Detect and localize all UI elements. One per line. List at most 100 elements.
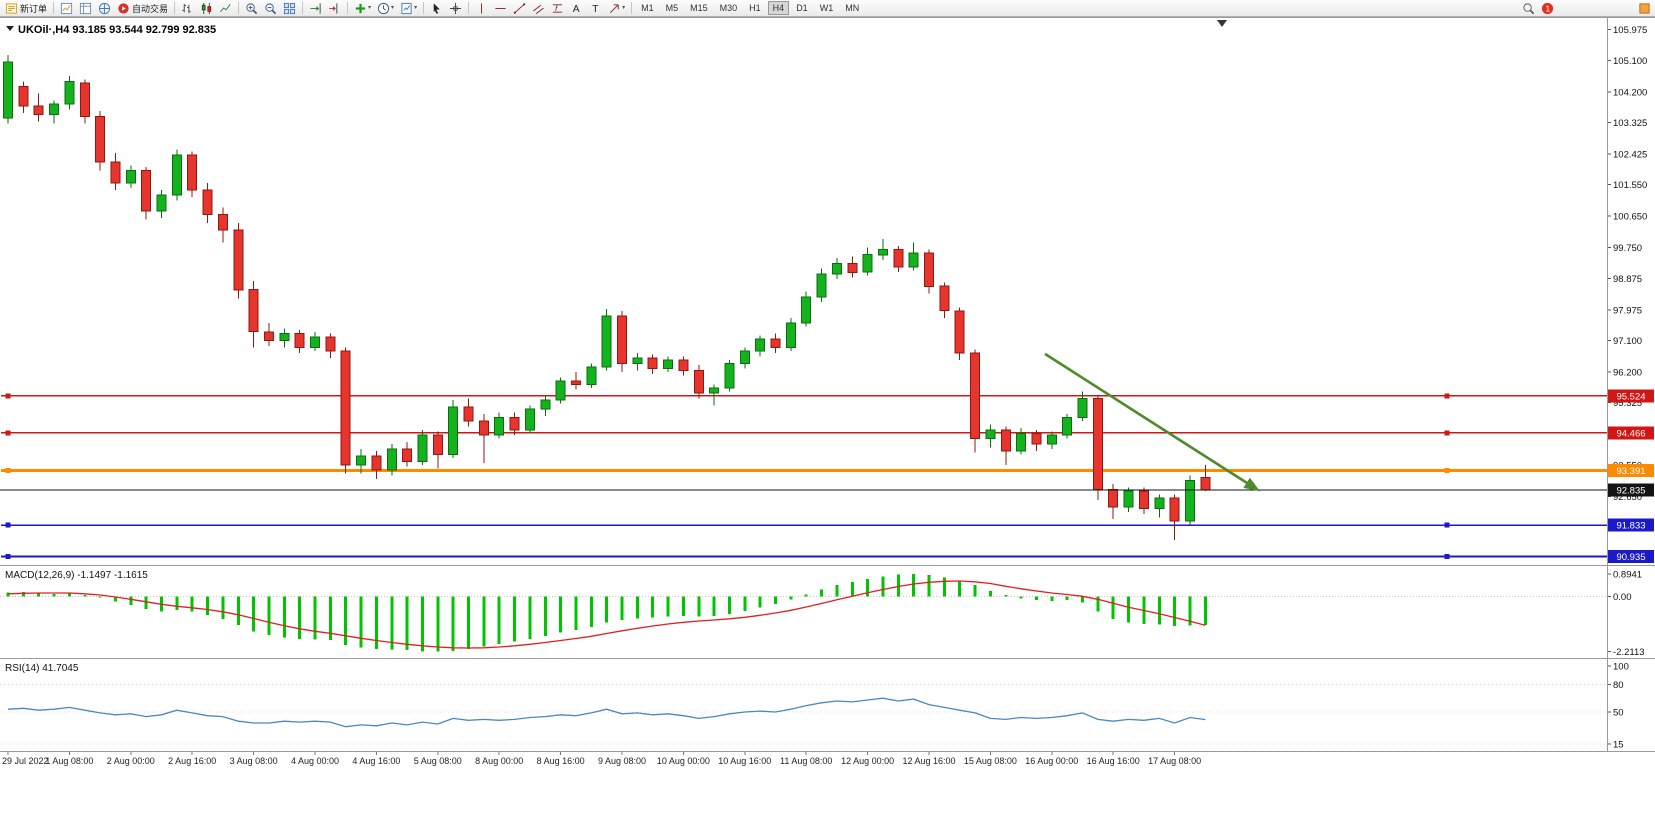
dropdown-caret-icon[interactable]: ▾ xyxy=(391,5,395,11)
trendline-icon xyxy=(513,2,526,15)
bear-candle xyxy=(924,252,934,287)
line-handle[interactable] xyxy=(5,554,11,559)
symbol-collapse-icon[interactable] xyxy=(6,26,14,31)
horizontal-line-button[interactable] xyxy=(491,1,510,16)
timeframe-m5-button[interactable]: M5 xyxy=(665,3,679,13)
time-axis-label: 29 Jul 2022 xyxy=(2,756,49,766)
cursor-button[interactable] xyxy=(427,1,446,16)
toolbar-separator xyxy=(631,2,633,14)
bar-chart-button[interactable] xyxy=(178,1,197,16)
bear-candle xyxy=(141,170,152,212)
templates-button[interactable]: ▾ xyxy=(397,1,420,16)
shapes-button[interactable]: ▾ xyxy=(605,1,628,16)
bull-candle xyxy=(386,448,397,471)
bear-candle xyxy=(954,310,965,354)
indicators-button[interactable]: ▾ xyxy=(351,1,374,16)
bull-candle xyxy=(862,254,873,273)
timeframe-m15-button[interactable]: M15 xyxy=(690,3,708,13)
macd-axis-label: -2.2113 xyxy=(1613,647,1645,658)
timeframe-d1-button[interactable]: D1 xyxy=(796,3,808,13)
vertical-line-button[interactable] xyxy=(472,1,491,16)
bull-candle xyxy=(816,273,827,298)
timeframe-h4-button[interactable]: H4 xyxy=(767,1,790,15)
bull-candle xyxy=(586,366,597,385)
line-handle[interactable] xyxy=(5,468,11,473)
time-axis-label: 3 Aug 08:00 xyxy=(230,756,278,766)
data-window-button[interactable] xyxy=(76,1,95,16)
market-watch-button[interactable] xyxy=(57,1,76,16)
price-axis-label: 100.650 xyxy=(1613,212,1647,223)
time-axis-label: 12 Aug 00:00 xyxy=(841,756,894,766)
auto-scroll-icon xyxy=(309,2,322,15)
trendline-button[interactable] xyxy=(510,1,529,16)
line-handle[interactable] xyxy=(5,393,11,399)
fibonacci-icon: f xyxy=(551,2,564,15)
text-button[interactable]: A xyxy=(567,1,586,16)
chart-shift-button[interactable] xyxy=(325,1,344,16)
new-order-button-label: 新订单 xyxy=(20,3,48,14)
price-axis[interactable] xyxy=(1608,18,1655,751)
price-label-box xyxy=(1608,464,1654,477)
auto-scroll-button[interactable] xyxy=(306,1,325,16)
line-handle[interactable] xyxy=(1444,554,1450,559)
navigator-button[interactable] xyxy=(95,1,114,16)
timeframe-h1-button[interactable]: H1 xyxy=(749,3,761,13)
fibonacci-button[interactable]: f xyxy=(548,1,567,16)
zoom-in-button[interactable] xyxy=(242,1,261,16)
bear-candle xyxy=(847,263,858,273)
line-handle[interactable] xyxy=(5,430,11,436)
price-label-box xyxy=(1608,550,1654,563)
candlestick-chart-button[interactable] xyxy=(197,1,216,16)
bear-candle xyxy=(187,154,198,191)
line-handle[interactable] xyxy=(5,522,11,528)
timeframe-m1-button[interactable]: M1 xyxy=(641,3,654,13)
bull-candle xyxy=(985,429,996,440)
line-handle[interactable] xyxy=(1444,430,1450,436)
timeframe-w1-button[interactable]: W1 xyxy=(819,3,834,13)
macd-panel: 0.8941 0.00 -2.2113 MACD(12,26,9) -1.1497 -… xyxy=(0,565,1655,658)
tile-windows-button[interactable] xyxy=(280,1,299,16)
price-axis-label: 97.100 xyxy=(1613,336,1642,347)
new-order-button[interactable]: 新订单 xyxy=(2,1,50,16)
bear-candle xyxy=(1200,477,1211,491)
label-button[interactable]: T xyxy=(586,1,605,16)
search-button[interactable] xyxy=(1519,1,1538,16)
rsi-line xyxy=(7,697,1206,728)
dropdown-caret-icon[interactable]: ▾ xyxy=(368,5,372,11)
line-chart-button[interactable] xyxy=(216,1,235,16)
time-axis-label: 12 Aug 16:00 xyxy=(902,756,955,766)
toolbar-separator xyxy=(174,2,176,14)
channel-button[interactable] xyxy=(529,1,548,16)
dropdown-caret-icon[interactable]: ▾ xyxy=(414,5,418,11)
bear-candle xyxy=(33,105,44,116)
market-watch-icon xyxy=(60,2,73,15)
line-handle[interactable] xyxy=(1444,393,1450,399)
bear-candle xyxy=(693,369,704,394)
notification-badge[interactable]: 1 xyxy=(1538,1,1557,16)
bull-candle xyxy=(663,359,673,370)
time-axis-label: 4 Aug 00:00 xyxy=(291,756,339,766)
auto-trading-button[interactable]: 自动交易 xyxy=(114,1,171,16)
panels-button[interactable] xyxy=(1635,1,1654,16)
chart-shift-marker-icon[interactable] xyxy=(1217,20,1227,27)
shapes-icon xyxy=(608,2,621,15)
chart-background[interactable] xyxy=(0,17,1655,816)
trend-arrow[interactable] xyxy=(1044,352,1261,492)
line-chart-icon xyxy=(219,2,232,15)
zoom-out-button[interactable] xyxy=(261,1,280,16)
timeframe-mn-button[interactable]: MN xyxy=(845,3,860,13)
rsi-panel: 100 80 50 15 RSI(14) 41.7045 xyxy=(0,658,1655,751)
line-handle[interactable] xyxy=(1444,468,1450,473)
periods-button[interactable]: ▾ xyxy=(374,1,397,16)
price-label-box xyxy=(1608,389,1654,403)
timeframe-m30-button[interactable]: M30 xyxy=(719,3,738,13)
dropdown-caret-icon[interactable]: ▾ xyxy=(622,5,626,11)
price-label-box xyxy=(1608,426,1654,440)
bull-candle xyxy=(709,387,720,394)
zoom-out-icon xyxy=(264,2,277,15)
line-handle[interactable] xyxy=(1444,522,1450,528)
macd-label: MACD(12,26,9) -1.1497 -1.1615 xyxy=(5,570,148,581)
crosshair-button[interactable] xyxy=(446,1,465,16)
